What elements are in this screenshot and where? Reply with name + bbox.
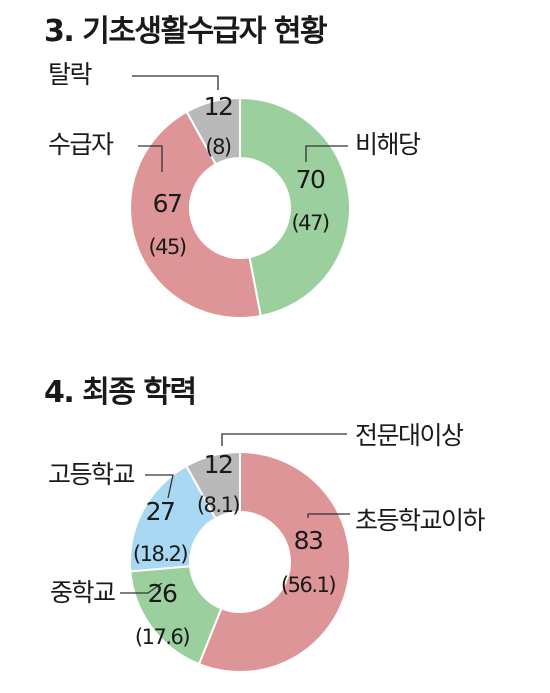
chart1-slice-value: 12 [204,92,233,121]
chart2-slice-label: 전문대이상 [355,421,464,450]
chart-title-education: 4. 최종 학력 [44,375,197,410]
chart2-slice-label: 중학교 [50,578,115,607]
chart1-slice-label: 탈락 [48,60,93,89]
chart2-slice-value: 26 [148,579,177,608]
chart1-leader-line [132,75,219,90]
chart2-leader-line [145,474,174,499]
chart1-slice-percent: (47) [291,211,328,235]
chart2-leader-line [120,582,163,594]
chart2-slice-0 [197,450,351,673]
chart2-slice-percent: (17.6) [135,625,189,649]
chart2-slice-value: 83 [294,526,323,555]
chart2-slice-2 [129,464,217,573]
chart2-slice-value: 27 [146,497,175,526]
chart2-slice-percent: (18.2) [133,542,187,566]
chart1-slice-1 [129,110,262,319]
chart2-slice-label: 초등학교이하 [355,506,486,535]
chart1-slice-0 [239,96,351,318]
chart2-slice-percent: (56.1) [281,573,335,597]
chart1-slice-percent: (45) [148,235,185,259]
chart1-slice-label: 수급자 [48,130,114,159]
chart2-leader-line [307,513,350,518]
donut-chart-basic-livelihood: 70 (47) 비해당 67 (45) 수급자 12 (8) 탈락 [48,60,423,319]
chart2-slice-percent: (8.1) [197,493,240,517]
chart1-slice-value: 70 [296,165,325,194]
chart2-leader-line [221,433,347,446]
chart1-slice-percent: (8) [205,135,231,159]
chart1-slice-value: 67 [153,189,182,218]
chart1-leader-line [305,145,348,162]
chart1-slice-label: 비해당 [355,130,421,159]
donut-chart-education: 83 (56.1) 초등학교이하 26 (17.6) 중학교 27 (18.2) 고등학교 12 (… [48,421,487,673]
chart2-slice-value: 12 [204,450,233,479]
chart1-slice-2 [185,96,241,166]
chart-title-basic-livelihood: 3. 기초생활수급자 현황 [44,14,328,49]
chart2-slice-3 [184,450,241,520]
chart1-leader-line [138,145,163,172]
chart2-slice-label: 고등학교 [48,460,135,489]
